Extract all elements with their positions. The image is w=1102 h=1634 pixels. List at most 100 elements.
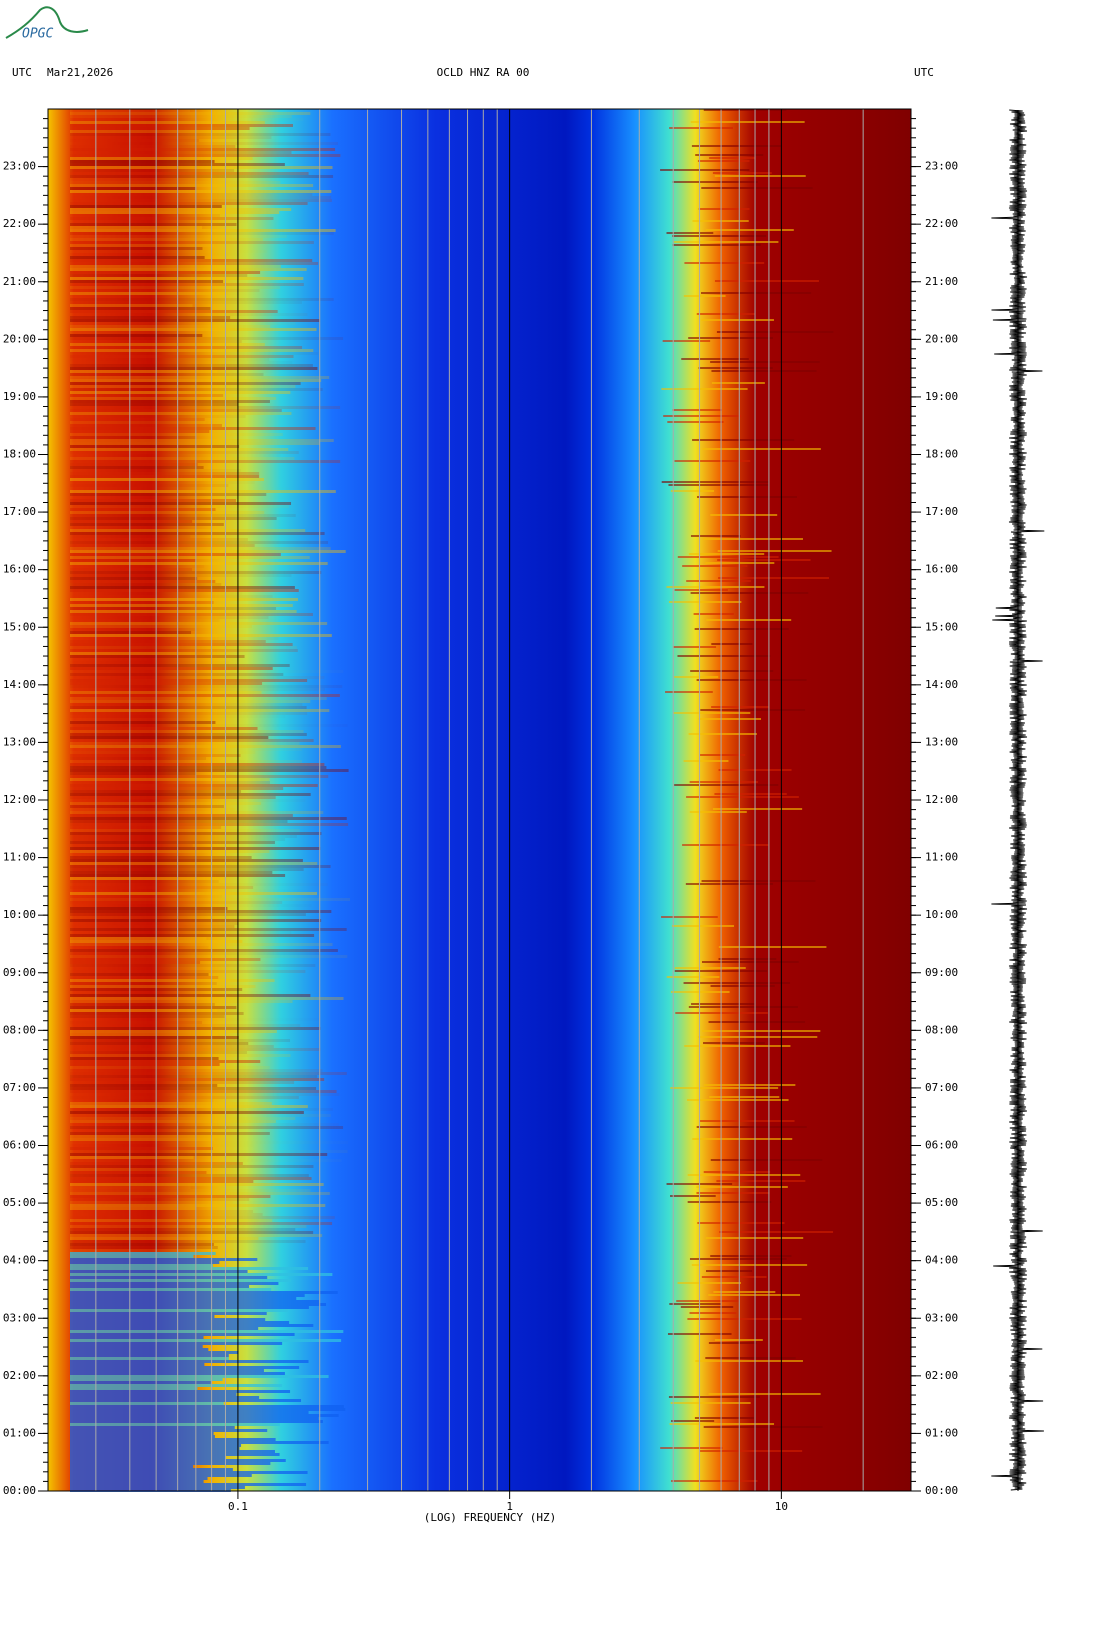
spectrogram-streak <box>70 841 275 844</box>
spectrogram-streak <box>70 1156 194 1159</box>
spectrogram-streak <box>70 826 222 829</box>
spectrogram-streak <box>684 262 765 264</box>
spectrogram-streak <box>710 1255 792 1257</box>
spectrogram-streak <box>70 1327 259 1330</box>
spectrogram-streak <box>70 586 295 589</box>
spectrogram-streak <box>690 535 741 537</box>
spectrogram-streak <box>70 199 332 202</box>
spectrogram-streak <box>70 439 334 442</box>
spectrogram-streak <box>70 784 318 787</box>
spectrogram-streak <box>70 1096 299 1099</box>
spectrogram-streak <box>70 532 325 535</box>
spectrogram-streak <box>70 604 293 607</box>
spectrogram-streak <box>70 1351 239 1354</box>
spectrogram-streak <box>70 703 303 706</box>
spectrogram-streak <box>70 430 210 433</box>
spectrogram-streak <box>709 157 756 159</box>
spectrogram-streak <box>713 1291 776 1293</box>
y-tick-label: 06:00 <box>925 1139 958 1152</box>
y-tick-label: 15:00 <box>925 620 958 633</box>
spectrogram-streak <box>70 496 303 499</box>
spectrogram-streak <box>70 1192 330 1195</box>
spectrogram-streak <box>70 724 348 727</box>
spectrogram-streak <box>672 244 761 246</box>
spectrogram-streak <box>70 655 245 658</box>
spectrogram-streak <box>70 1324 314 1327</box>
spectrogram-streak <box>70 922 239 925</box>
spectrogram-streak <box>70 487 290 490</box>
y-tick-label: 05:00 <box>3 1196 36 1209</box>
spectrogram-streak <box>70 292 228 295</box>
spectrogram-streak <box>70 361 292 364</box>
spectrogram-streak <box>70 1447 240 1450</box>
spectrogram-streak <box>698 208 750 210</box>
spectrogram-streak <box>70 589 299 592</box>
spectrogram-streak <box>705 229 794 231</box>
spectrogram-streak <box>694 628 789 630</box>
spectrogram-streak <box>70 1138 215 1141</box>
y-tick-label: 00:00 <box>925 1484 958 1497</box>
spectrogram-streak <box>70 733 307 736</box>
spectrogram-streak <box>70 181 281 184</box>
y-tick-label: 18:00 <box>3 448 36 461</box>
spectrogram-streak <box>70 130 238 133</box>
spectrogram-streak <box>70 232 334 235</box>
spectrogram-streak <box>70 331 221 334</box>
spectrogram-streak <box>682 844 769 846</box>
spectrogram-streak <box>70 793 311 796</box>
spectrogram-streak <box>70 409 282 412</box>
spectrogram-streak <box>688 1006 798 1008</box>
spectrogram-streak <box>70 1237 259 1240</box>
spectrogram-streak <box>70 1267 309 1270</box>
spectrogram-streak <box>70 658 280 661</box>
spectrogram-streak <box>674 784 779 786</box>
spectrogram-streak <box>697 1222 785 1224</box>
spectrogram-streak <box>70 739 314 742</box>
spectrogram-streak <box>70 625 252 628</box>
spectrogram-streak <box>714 793 787 795</box>
spectrogram-streak <box>70 1225 307 1228</box>
spectrogram-streak <box>70 1318 266 1321</box>
spectrogram-streak <box>70 211 280 214</box>
spectrogram-streak <box>685 883 774 885</box>
spectrogram-streak <box>703 1426 823 1428</box>
spectrogram-streak <box>70 985 256 988</box>
spectrogram-streak <box>70 1246 218 1249</box>
y-tick-label: 01:00 <box>925 1426 958 1439</box>
y-tick-label: 13:00 <box>3 735 36 748</box>
spectrogram-streak <box>70 688 325 691</box>
spectrogram-streak <box>70 1216 335 1219</box>
spectrogram-streak <box>70 1360 309 1363</box>
spectrogram-streak <box>70 1474 252 1477</box>
spectrogram-streak <box>712 172 772 174</box>
spectrogram-streak <box>70 1165 314 1168</box>
spectrogram-streak <box>70 1432 214 1435</box>
spectrogram-streak <box>70 424 222 427</box>
spectrogram-streak <box>70 706 307 709</box>
spectrogram-streak <box>70 478 264 481</box>
spectrogram-streak <box>70 907 228 910</box>
spectrogram-streak <box>70 490 336 493</box>
spectrogram-streak <box>701 319 774 321</box>
spectrogram-streak <box>670 991 730 993</box>
spectrogram-streak <box>674 967 746 969</box>
spectrogram-streak <box>70 124 294 127</box>
y-tick-label: 04:00 <box>925 1254 958 1267</box>
spectrogram-streak <box>70 652 196 655</box>
spectrogram-streak <box>70 1270 248 1273</box>
spectrogram-streak <box>70 1015 225 1018</box>
spectrogram-streak <box>70 262 319 265</box>
spectrogram-streak <box>70 1321 290 1324</box>
spectrogram-streak <box>70 1084 218 1087</box>
spectrogram-streak <box>70 301 302 304</box>
spectrogram-streak <box>70 508 216 511</box>
spectrogram-streak <box>666 976 720 978</box>
spectrogram-streak <box>671 925 734 927</box>
spectrogram-streak <box>70 1303 327 1306</box>
spectrogram-streak <box>670 490 714 492</box>
spectrogram-streak <box>70 964 316 967</box>
spectrogram-streak <box>70 280 224 283</box>
spectrogram-streak <box>70 472 260 475</box>
spectrogram-streak <box>70 265 281 268</box>
spectrogram-streak <box>70 1207 197 1210</box>
